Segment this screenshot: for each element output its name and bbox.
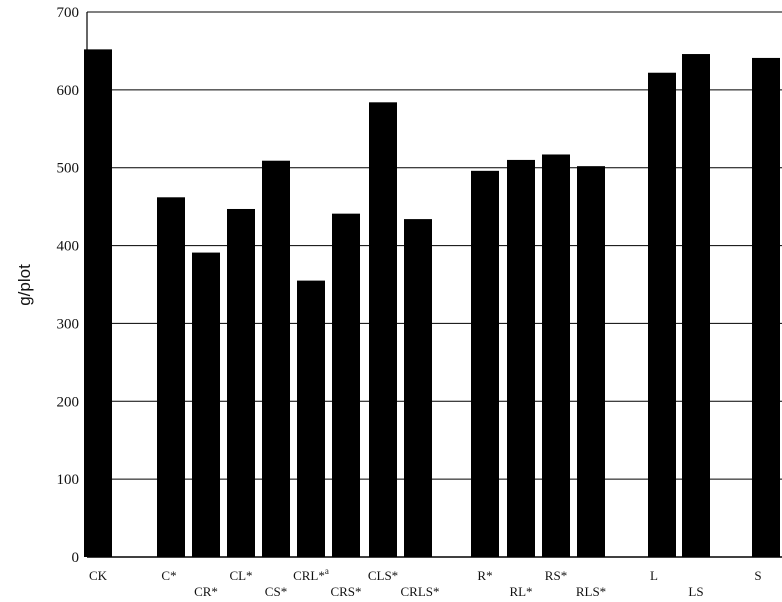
bar-r-star	[471, 170, 499, 558]
bars	[84, 49, 780, 558]
bar-rl-star	[507, 159, 535, 557]
category-label: R*	[477, 568, 492, 583]
bar-crs-star	[332, 213, 360, 557]
category-label: CS*	[265, 584, 287, 599]
bar-cs-star	[262, 160, 290, 557]
bar-ck	[84, 49, 112, 557]
bar-cl-star	[227, 208, 255, 557]
bar-rls-star	[577, 166, 605, 557]
category-label: CRLS*	[400, 584, 439, 599]
category-label: CK	[89, 568, 108, 583]
category-superscript: a	[325, 566, 329, 576]
bar-crls-star	[404, 219, 432, 557]
y-tick-label: 500	[57, 161, 80, 177]
category-label: S	[754, 568, 761, 583]
y-tick-label: 600	[57, 83, 80, 99]
category-label: CR*	[194, 584, 218, 599]
bar-ls	[682, 54, 710, 558]
y-tick-label: 100	[57, 472, 80, 488]
y-tick-label: 0	[72, 550, 80, 566]
category-label: L	[650, 568, 658, 583]
y-tick-label: 200	[57, 394, 80, 410]
bar-s	[752, 57, 780, 557]
y-tick-label: 400	[57, 239, 80, 255]
category-label: LS	[688, 584, 703, 599]
y-axis-label: g/plot	[15, 264, 34, 306]
category-label: RL*	[509, 584, 532, 599]
category-label: RLS*	[576, 584, 606, 599]
bar-crl-star	[297, 280, 325, 557]
category-label: RS*	[545, 568, 567, 583]
bar-c-star	[157, 197, 185, 558]
bar-cls-star	[369, 102, 397, 558]
bar-cr-star	[192, 252, 220, 558]
y-tick-label: 300	[57, 316, 80, 332]
bar-rs-star	[542, 154, 570, 557]
y-tick-label: 700	[57, 5, 80, 21]
category-label: CRL*a	[293, 566, 329, 583]
gridlines	[87, 11, 782, 558]
category-label: C*	[161, 568, 176, 583]
y-tick-labels: 0 100 200 300 400 500 600 700	[57, 5, 80, 566]
bar-l	[648, 72, 676, 557]
category-label: CRS*	[330, 584, 361, 599]
category-label: CL*	[229, 568, 252, 583]
category-label: CLS*	[368, 568, 398, 583]
